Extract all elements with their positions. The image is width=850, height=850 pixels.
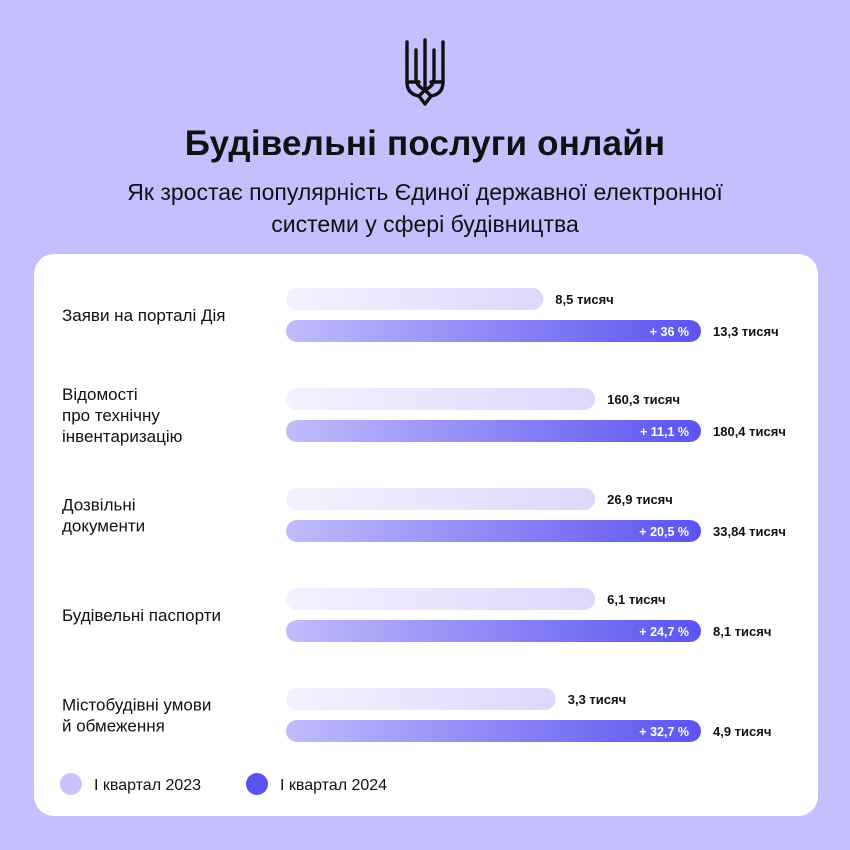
value-label-2023: 3,3 тисяч <box>568 692 626 707</box>
category-label: Містобудівні умови й обмеження <box>62 696 211 736</box>
category-label-line: Містобудівні умови <box>62 696 211 715</box>
subtitle-line-2: системи у сфері будівництва <box>271 211 579 237</box>
page-subtitle: Як зростає популярність Єдиної державної… <box>0 176 850 240</box>
growth-label: + 36 % <box>650 325 689 339</box>
growth-label: + 20,5 % <box>639 525 689 539</box>
category-label-line: Заяви на порталі Дія <box>62 306 225 325</box>
bar-2024 <box>286 320 701 342</box>
category-label: Дозвільні документи <box>62 496 145 536</box>
legend-swatch-2023 <box>60 773 82 795</box>
page-title: Будівельні послуги онлайн <box>184 124 666 163</box>
legend-label-2024: І квартал 2024 <box>280 777 387 794</box>
value-label-2024: 4,9 тисяч <box>713 724 771 739</box>
bar-2024 <box>286 420 701 442</box>
value-label-2023: 160,3 тисяч <box>607 392 680 407</box>
bar-2024 <box>286 620 701 642</box>
value-label-2023: 6,1 тисяч <box>607 592 665 607</box>
category-label: Заяви на порталі Дія <box>62 306 225 325</box>
value-label-2024: 8,1 тисяч <box>713 624 771 639</box>
value-label-2023: 26,9 тисяч <box>607 492 673 507</box>
bar-2023 <box>286 288 544 310</box>
growth-label: + 24,7 % <box>639 625 689 639</box>
value-label-2024: 13,3 тисяч <box>713 324 779 339</box>
growth-label: + 32,7 % <box>639 725 689 739</box>
category-label-line: й обмеження <box>62 717 165 736</box>
value-label-2023: 8,5 тисяч <box>555 292 613 307</box>
trident-emblem-icon <box>405 38 445 106</box>
value-label-2024: 33,84 тисяч <box>713 524 786 539</box>
category-label: Відомості про технічну інвентаризацію <box>62 385 183 446</box>
bar-2024 <box>286 720 701 742</box>
bar-2024 <box>286 520 701 542</box>
category-label-line: Відомості <box>62 385 138 404</box>
chart-card: Заяви на порталі Дія 8,5 тисяч + 36 % 13,3 … <box>34 254 818 816</box>
category-label-line: документи <box>62 517 145 536</box>
category-label-line: Будівельні паспорти <box>62 606 221 625</box>
chart-legend: І квартал 2023 І квартал 2024 <box>60 773 387 795</box>
bar-chart: Заяви на порталі Дія 8,5 тисяч + 36 % 13,3 … <box>60 288 786 795</box>
category-label-line: інвентаризацію <box>62 427 183 446</box>
bar-2023 <box>286 688 556 710</box>
bar-2023 <box>286 588 596 610</box>
value-label-2024: 180,4 тисяч <box>713 424 786 439</box>
category-label: Будівельні паспорти <box>62 606 221 625</box>
legend-swatch-2024 <box>246 773 268 795</box>
category-label-line: про технічну <box>62 406 160 425</box>
bar-2023 <box>286 388 596 410</box>
subtitle-line-1: Як зростає популярність Єдиної державної… <box>127 179 723 205</box>
bar-2023 <box>286 488 596 510</box>
growth-label: + 11,1 % <box>640 425 689 439</box>
category-label-line: Дозвільні <box>62 496 136 515</box>
legend-label-2023: І квартал 2023 <box>94 777 201 794</box>
